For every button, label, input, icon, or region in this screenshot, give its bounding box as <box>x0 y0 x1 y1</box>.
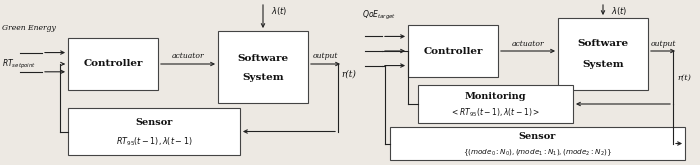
Text: r(t): r(t) <box>341 70 356 79</box>
Text: Sensor: Sensor <box>519 132 557 141</box>
Bar <box>68 108 240 155</box>
Text: Controller: Controller <box>424 47 483 55</box>
Text: actuator: actuator <box>172 52 204 61</box>
Text: r(t): r(t) <box>677 73 691 82</box>
Text: $RT_{95}(t-1), \lambda(t-1)$: $RT_{95}(t-1), \lambda(t-1)$ <box>116 136 192 148</box>
Text: System: System <box>582 60 624 69</box>
Text: $\{(mode_0:N_0),(mode_1:N_1),(mode_2:N_2)\}$: $\{(mode_0:N_0),(mode_1:N_1),(mode_2:N_2… <box>463 148 612 158</box>
Text: $\lambda(t)$: $\lambda(t)$ <box>611 5 627 17</box>
Text: Software: Software <box>578 39 629 48</box>
Text: output: output <box>650 39 676 48</box>
Text: actuator: actuator <box>512 39 545 48</box>
Text: Monitoring: Monitoring <box>465 92 526 101</box>
Text: $QoE_{target}$: $QoE_{target}$ <box>362 9 396 22</box>
Bar <box>408 25 498 77</box>
Bar <box>390 127 685 160</box>
Text: output: output <box>313 52 338 61</box>
Bar <box>218 31 308 103</box>
Text: Software: Software <box>237 54 288 63</box>
Bar <box>418 85 573 123</box>
Bar <box>68 38 158 90</box>
Text: $RT_{setpoint}$: $RT_{setpoint}$ <box>2 58 36 71</box>
Text: Controller: Controller <box>83 60 143 68</box>
Text: $\lambda(t)$: $\lambda(t)$ <box>271 5 288 17</box>
Text: System: System <box>242 73 284 82</box>
Bar <box>558 18 648 90</box>
Text: Sensor: Sensor <box>135 118 173 127</box>
Text: $< RT_{95}(t-1), \lambda(t-1) >$: $< RT_{95}(t-1), \lambda(t-1) >$ <box>451 107 540 119</box>
Text: Green Energy: Green Energy <box>2 24 56 32</box>
